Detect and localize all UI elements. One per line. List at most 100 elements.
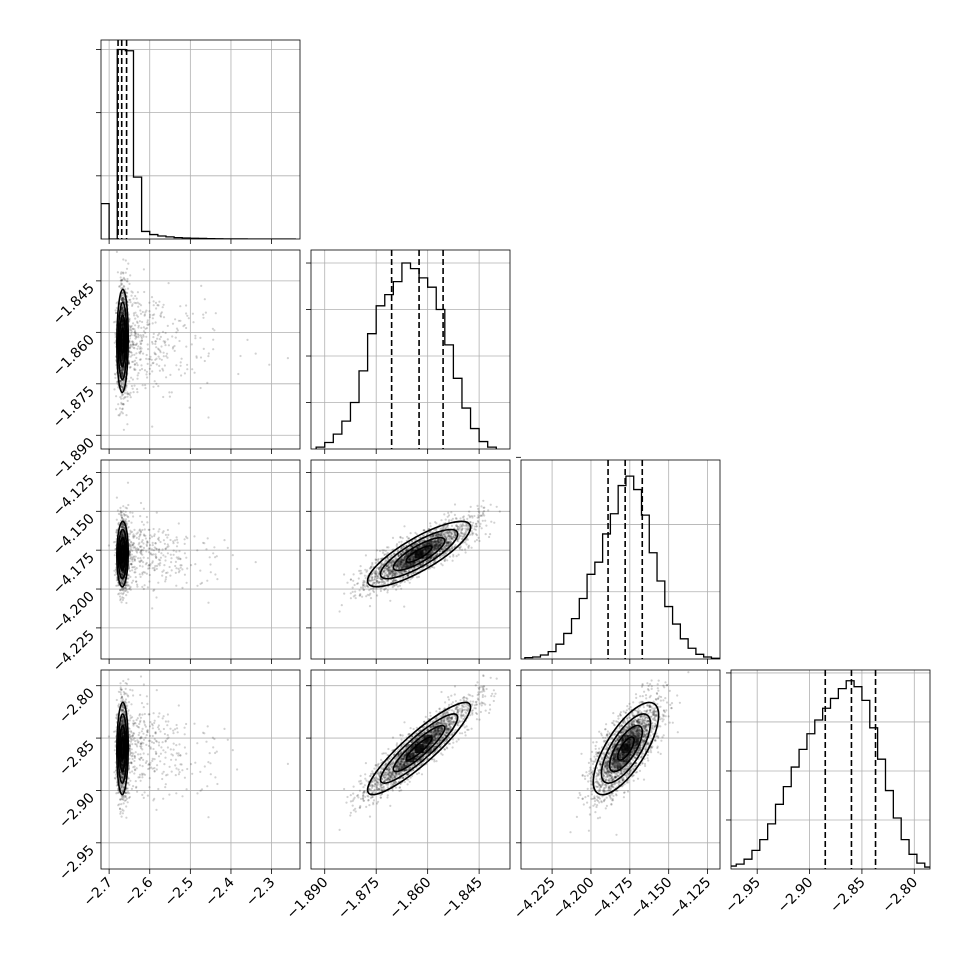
sample-point <box>213 329 216 332</box>
sample-point <box>128 551 132 554</box>
sample-point <box>120 287 123 290</box>
sample-point <box>437 540 440 543</box>
sample-point <box>388 566 391 569</box>
sample-point <box>450 533 453 536</box>
sample-point <box>147 567 150 570</box>
sample-point <box>123 277 126 280</box>
sample-point <box>386 556 389 559</box>
sample-point <box>121 373 124 376</box>
sample-point <box>121 402 124 406</box>
sample-point <box>135 297 138 300</box>
sample-point <box>151 370 154 373</box>
panel-frame <box>100 459 301 660</box>
sample-point <box>138 320 141 323</box>
sample-point <box>152 553 155 556</box>
sample-point <box>153 351 156 354</box>
sample-point <box>121 367 124 370</box>
sample-point <box>129 350 132 354</box>
sample-point <box>125 280 128 283</box>
sample-point <box>216 578 219 581</box>
sample-point <box>149 313 152 316</box>
sample-point <box>115 496 118 499</box>
sample-point <box>433 528 436 531</box>
sample-point <box>137 548 140 551</box>
sample-point <box>398 571 401 574</box>
sample-point <box>121 393 125 396</box>
sample-point <box>122 533 125 536</box>
sample-point <box>120 516 124 519</box>
sample-point <box>164 578 167 581</box>
sample-point <box>396 565 399 568</box>
sample-point <box>467 529 470 532</box>
sample-point <box>139 545 142 548</box>
sample-point <box>162 340 165 343</box>
sample-point <box>133 301 136 304</box>
sample-point <box>418 536 421 539</box>
sample-point <box>120 283 124 286</box>
sample-point <box>122 271 125 274</box>
sample-point <box>209 563 212 566</box>
sample-point <box>123 298 126 301</box>
sample-point <box>456 528 459 531</box>
sample-point <box>126 295 129 298</box>
sample-point <box>133 359 137 362</box>
sample-point <box>119 396 122 399</box>
sample-point <box>128 587 131 591</box>
sample-point <box>374 570 377 574</box>
sample-point <box>121 392 124 396</box>
sample-point <box>121 570 124 573</box>
sample-point <box>435 543 438 546</box>
sample-point <box>122 402 125 406</box>
panel-frame <box>100 249 301 450</box>
sample-point <box>438 538 441 542</box>
sample-point <box>132 341 135 344</box>
sample-point <box>412 544 415 547</box>
sample-point <box>443 559 446 562</box>
sample-point <box>153 588 156 591</box>
sample-point <box>446 550 449 553</box>
sample-point <box>124 510 127 513</box>
sample-point <box>466 523 469 526</box>
sample-point <box>128 366 132 369</box>
sample-point <box>445 541 448 545</box>
sample-point <box>121 359 124 362</box>
sample-point <box>151 548 154 551</box>
sample-point <box>139 358 142 361</box>
sample-point <box>139 352 142 355</box>
sample-point <box>381 572 384 576</box>
sample-point <box>122 272 125 275</box>
sample-point <box>155 307 158 310</box>
sample-point <box>483 510 486 513</box>
sample-point <box>465 543 468 546</box>
sample-point <box>391 570 394 573</box>
sample-point <box>126 391 129 394</box>
density-cell <box>119 330 127 338</box>
sample-point <box>442 533 445 536</box>
sample-point <box>446 559 449 562</box>
sample-point <box>119 509 122 512</box>
sample-point <box>379 589 382 593</box>
sample-point <box>133 534 136 538</box>
sample-point <box>124 278 127 281</box>
sample-point <box>135 580 138 583</box>
sample-point <box>125 291 128 294</box>
sample-point <box>115 518 118 521</box>
sample-point <box>450 531 453 534</box>
sample-point <box>144 563 147 566</box>
sample-point <box>415 547 418 550</box>
sample-point <box>351 586 354 589</box>
sample-point <box>449 539 452 543</box>
sample-point <box>143 528 146 531</box>
sample-point <box>387 579 390 582</box>
sample-point <box>475 533 478 536</box>
sample-point <box>158 364 161 367</box>
sample-point <box>442 539 445 542</box>
sample-point <box>359 594 362 597</box>
sample-point <box>183 538 186 541</box>
sample-point <box>373 581 376 584</box>
panel-frame <box>310 249 511 450</box>
sample-point <box>146 541 149 544</box>
sample-point <box>141 310 144 314</box>
sample-point <box>368 579 371 582</box>
sample-point <box>119 506 122 509</box>
